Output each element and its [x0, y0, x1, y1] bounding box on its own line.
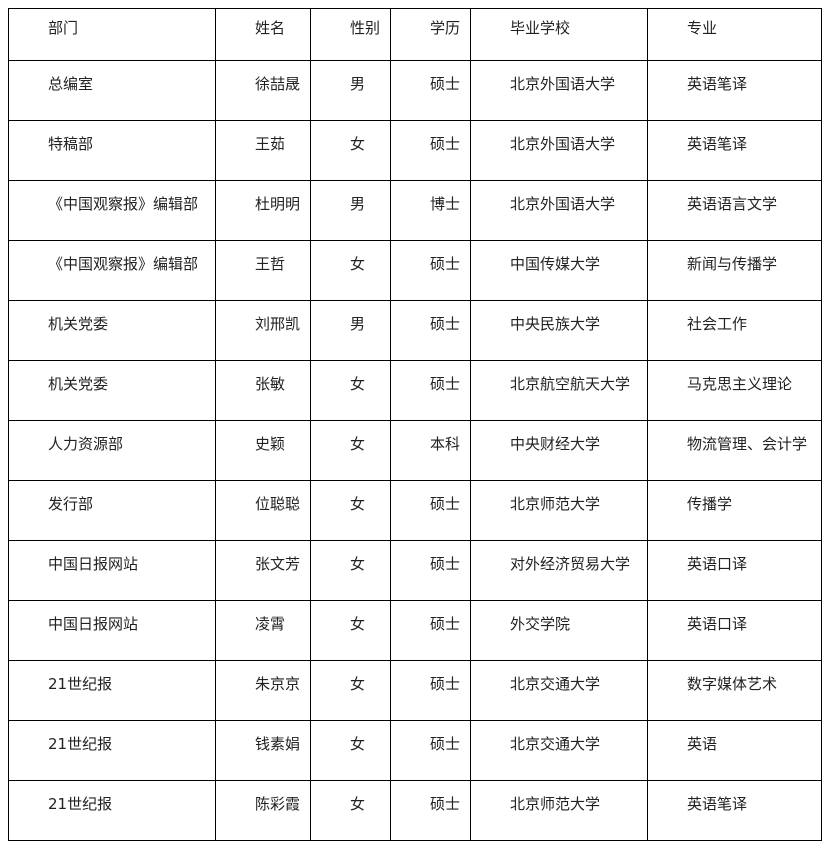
cell-major: 数字媒体艺术: [647, 660, 822, 721]
cell-school: 中国传媒大学: [470, 240, 648, 301]
table-row: 中国日报网站 凌霄女硕士 外交学院 英语口译: [8, 600, 822, 661]
cell-degree: 硕士: [390, 660, 471, 721]
cell-gender: 女: [310, 660, 391, 721]
cell-department: 中国日报网站: [8, 540, 216, 601]
table-row: 《中国观察报》编辑部 杜明明男博士 北京外国语大学 英语语言文学: [8, 180, 822, 241]
table-row: 人力资源部 史颖女本科 中央财经大学 物流管理、会计学: [8, 420, 822, 481]
cell-degree: 硕士: [390, 540, 471, 601]
cell-department: 机关党委: [8, 300, 216, 361]
table-row: 机关党委 张敏女硕士 北京航空航天大学 马克思主义理论: [8, 360, 822, 421]
cell-gender: 男: [310, 300, 391, 361]
cell-department: 特稿部: [8, 120, 216, 181]
cell-department: 机关党委: [8, 360, 216, 421]
cell-degree: 硕士: [390, 120, 471, 181]
cell-school: 北京外国语大学: [470, 180, 648, 241]
cell-name: 史颖: [215, 420, 311, 481]
cell-department: 中国日报网站: [8, 600, 216, 661]
table-row: 特稿部 王茹女硕士 北京外国语大学 英语笔译: [8, 120, 822, 181]
cell-degree: 硕士: [390, 360, 471, 421]
table-row: 机关党委 刘邢凯男硕士 中央民族大学 社会工作: [8, 300, 822, 361]
cell-major: 英语笔译: [647, 120, 822, 181]
cell-major: 新闻与传播学: [647, 240, 822, 301]
cell-name: 张敏: [215, 360, 311, 421]
cell-department: 总编室: [8, 60, 216, 121]
cell-name: 位聪聪: [215, 480, 311, 541]
cell-department: 《中国观察报》编辑部: [8, 240, 216, 301]
cell-gender: 女: [310, 780, 391, 841]
cell-gender: 女: [310, 240, 391, 301]
header-degree: 学历: [390, 8, 471, 61]
table-row: 发行部 位聪聪女硕士 北京师范大学 传播学: [8, 480, 822, 541]
header-gender: 性别: [310, 8, 391, 61]
cell-school: 中央财经大学: [470, 420, 648, 481]
cell-department: 21世纪报: [8, 660, 216, 721]
cell-school: 对外经济贸易大学: [470, 540, 648, 601]
cell-major: 英语口译: [647, 600, 822, 661]
cell-department: 21世纪报: [8, 780, 216, 841]
cell-department: 《中国观察报》编辑部: [8, 180, 216, 241]
cell-department: 21世纪报: [8, 720, 216, 781]
cell-major: 马克思主义理论: [647, 360, 822, 421]
cell-major: 英语: [647, 720, 822, 781]
cell-gender: 男: [310, 180, 391, 241]
cell-gender: 女: [310, 480, 391, 541]
cell-major: 社会工作: [647, 300, 822, 361]
cell-degree: 硕士: [390, 300, 471, 361]
cell-degree: 硕士: [390, 240, 471, 301]
cell-degree: 硕士: [390, 60, 471, 121]
cell-department: 发行部: [8, 480, 216, 541]
table-row: 《中国观察报》编辑部 王哲女硕士 中国传媒大学 新闻与传播学: [8, 240, 822, 301]
cell-degree: 博士: [390, 180, 471, 241]
cell-school: 中央民族大学: [470, 300, 648, 361]
cell-school: 北京外国语大学: [470, 60, 648, 121]
cell-degree: 硕士: [390, 720, 471, 781]
table-row: 21世纪报 朱京京女硕士 北京交通大学 数字媒体艺术: [8, 660, 822, 721]
cell-gender: 男: [310, 60, 391, 121]
cell-gender: 女: [310, 360, 391, 421]
cell-name: 王哲: [215, 240, 311, 301]
cell-name: 徐喆晟: [215, 60, 311, 121]
header-major: 专业: [647, 8, 822, 61]
cell-school: 北京航空航天大学: [470, 360, 648, 421]
table-row: 总编室 徐喆晟男硕士 北京外国语大学 英语笔译: [8, 60, 822, 121]
header-department: 部门: [8, 8, 216, 61]
cell-school: 北京交通大学: [470, 720, 648, 781]
table-row: 中国日报网站 张文芳女硕士 对外经济贸易大学 英语口译: [8, 540, 822, 601]
cell-major: 英语语言文学: [647, 180, 822, 241]
cell-major: 英语笔译: [647, 780, 822, 841]
cell-name: 凌霄: [215, 600, 311, 661]
cell-name: 朱京京: [215, 660, 311, 721]
cell-school: 外交学院: [470, 600, 648, 661]
cell-major: 英语笔译: [647, 60, 822, 121]
table-header-row: 部门 姓名 性别 学历 毕业学校 专业: [8, 8, 822, 61]
cell-name: 杜明明: [215, 180, 311, 241]
cell-school: 北京外国语大学: [470, 120, 648, 181]
header-name: 姓名: [215, 8, 311, 61]
cell-major: 传播学: [647, 480, 822, 541]
table-row: 21世纪报 钱素娟女硕士 北京交通大学 英语: [8, 720, 822, 781]
cell-name: 张文芳: [215, 540, 311, 601]
cell-school: 北京师范大学: [470, 780, 648, 841]
cell-degree: 本科: [390, 420, 471, 481]
cell-gender: 女: [310, 600, 391, 661]
staff-table: 部门 姓名 性别 学历 毕业学校 专业 总编室 徐喆晟男硕士 北京外国语大学 英语笔译…: [8, 8, 822, 841]
cell-name: 钱素娟: [215, 720, 311, 781]
cell-gender: 女: [310, 120, 391, 181]
cell-degree: 硕士: [390, 780, 471, 841]
cell-degree: 硕士: [390, 480, 471, 541]
cell-name: 陈彩霞: [215, 780, 311, 841]
cell-gender: 女: [310, 540, 391, 601]
cell-gender: 女: [310, 420, 391, 481]
cell-major: 物流管理、会计学: [647, 420, 822, 481]
cell-degree: 硕士: [390, 600, 471, 661]
cell-name: 王茹: [215, 120, 311, 181]
cell-gender: 女: [310, 720, 391, 781]
cell-name: 刘邢凯: [215, 300, 311, 361]
cell-school: 北京交通大学: [470, 660, 648, 721]
cell-department: 人力资源部: [8, 420, 216, 481]
cell-school: 北京师范大学: [470, 480, 648, 541]
cell-major: 英语口译: [647, 540, 822, 601]
table-row: 21世纪报 陈彩霞女硕士 北京师范大学 英语笔译: [8, 780, 822, 841]
header-school: 毕业学校: [470, 8, 648, 61]
